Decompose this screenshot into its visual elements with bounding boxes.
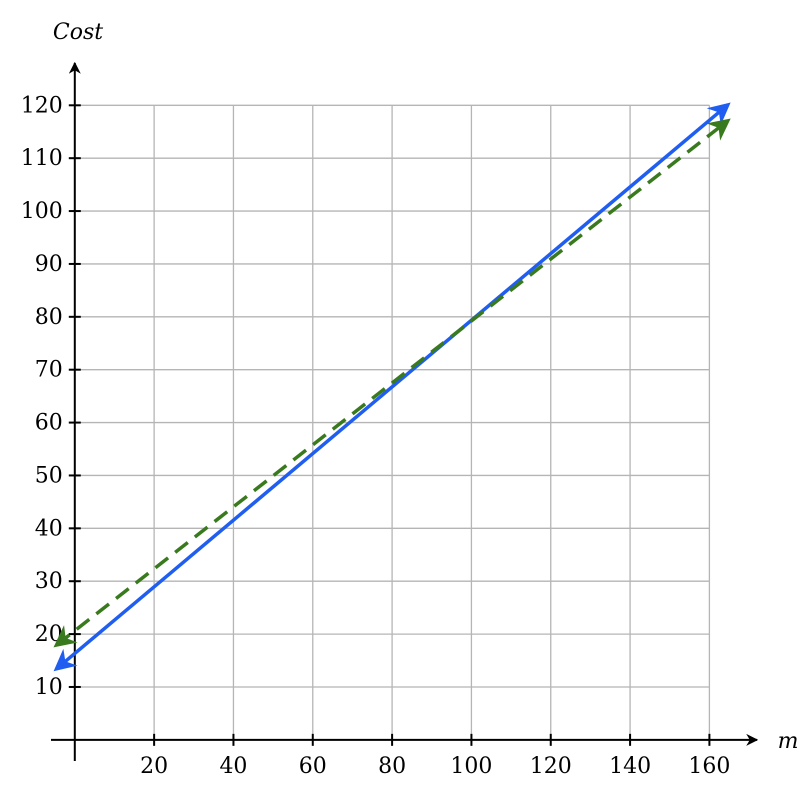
x-tick-label: 160 xyxy=(688,754,730,779)
y-tick-label: 100 xyxy=(21,199,63,224)
y-tick-label: 40 xyxy=(35,516,63,541)
x-tick-label: 140 xyxy=(609,754,651,779)
line-series xyxy=(53,118,731,648)
y-tick-label: 60 xyxy=(35,411,63,436)
y-tick-label: 70 xyxy=(35,358,63,383)
x-axis-label: m xyxy=(778,729,799,754)
y-tick-label: 120 xyxy=(21,93,63,118)
x-tick-label: 80 xyxy=(378,754,406,779)
x-tick-label: 40 xyxy=(219,754,247,779)
x-tick-label: 20 xyxy=(140,754,168,779)
y-tick-label: 80 xyxy=(35,305,63,330)
y-tick-label: 110 xyxy=(21,146,63,171)
x-tick-label: 100 xyxy=(450,754,492,779)
y-tick-label: 50 xyxy=(35,463,63,488)
y-tick-label: 90 xyxy=(35,252,63,277)
x-tick-label: 120 xyxy=(530,754,572,779)
y-tick-label: 10 xyxy=(35,675,63,700)
x-tick-label: 60 xyxy=(299,754,327,779)
y-tick-label: 30 xyxy=(35,569,63,594)
y-axis-label: Cost xyxy=(53,20,103,45)
